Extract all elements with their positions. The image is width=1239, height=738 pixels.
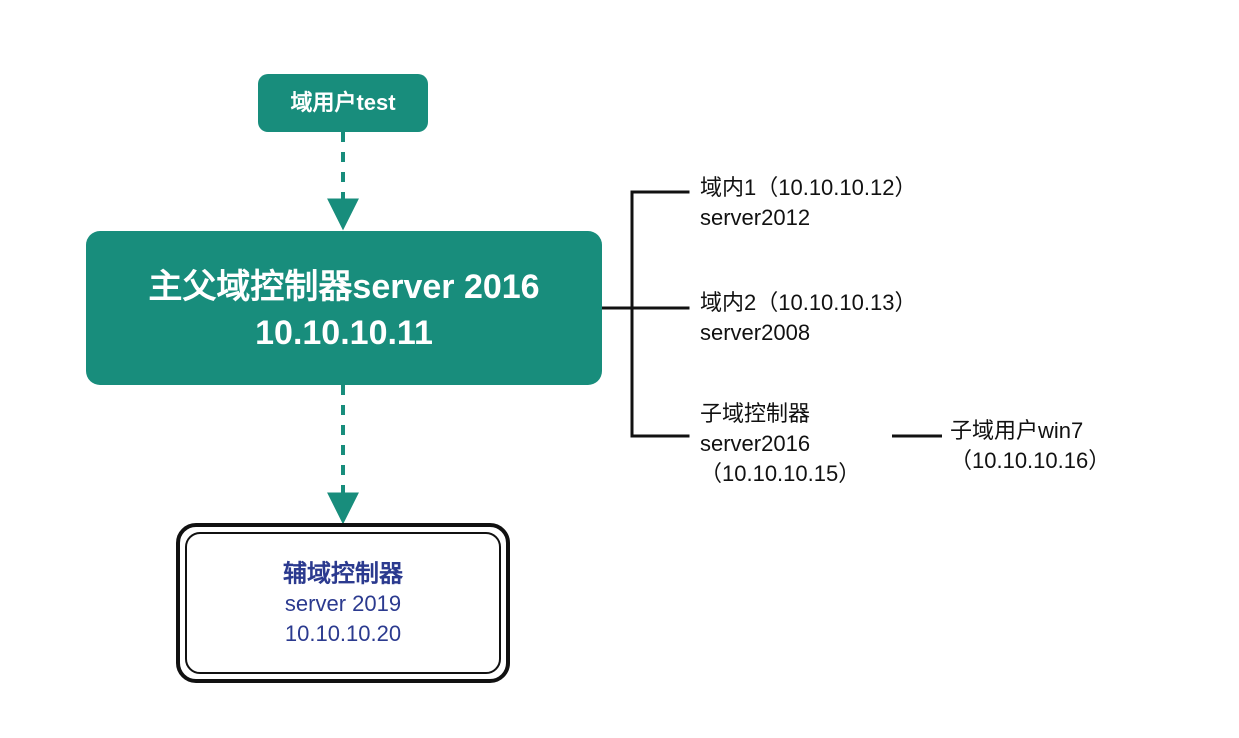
network-diagram: 域用户test 主父域控制器server 2016 10.10.10.11 辅域… [0, 0, 1239, 738]
node-aux-dc-line1: 辅域控制器 [283, 559, 404, 587]
node-main-dc: 主父域控制器server 2016 10.10.10.11 [86, 231, 602, 385]
node-inner2-line1: 域内2（10.10.10.13） [700, 290, 916, 315]
node-inner1-line2: server2012 [700, 205, 810, 230]
node-domain-user-label: 域用户test [290, 90, 396, 115]
node-inner1: 域内1（10.10.10.12） server2012 [700, 175, 916, 230]
node-sub-dc-line3: （10.10.10.15） [700, 461, 860, 486]
edge-bracket [632, 192, 688, 436]
node-sub-dc: 子域控制器 server2016 （10.10.10.15） [700, 401, 860, 486]
node-sub-user-line1: 子域用户win7 [950, 418, 1083, 443]
node-domain-user: 域用户test [258, 74, 428, 132]
node-inner1-line1: 域内1（10.10.10.12） [700, 175, 916, 200]
node-inner2: 域内2（10.10.10.13） server2008 [700, 290, 916, 345]
node-main-dc-line1: 主父域控制器server 2016 [148, 268, 539, 306]
node-aux-dc-line2: server 2019 [285, 591, 401, 616]
node-sub-user-line2: （10.10.10.16） [950, 448, 1110, 473]
node-sub-dc-line1: 子域控制器 [700, 401, 810, 426]
node-sub-dc-line2: server2016 [700, 431, 810, 456]
node-aux-dc: 辅域控制器 server 2019 10.10.10.20 [178, 525, 508, 681]
node-sub-user: 子域用户win7 （10.10.10.16） [950, 418, 1110, 473]
node-main-dc-rect [86, 231, 602, 385]
node-main-dc-line2: 10.10.10.11 [255, 314, 433, 352]
node-aux-dc-line3: 10.10.10.20 [285, 621, 401, 646]
node-inner2-line2: server2008 [700, 320, 810, 345]
